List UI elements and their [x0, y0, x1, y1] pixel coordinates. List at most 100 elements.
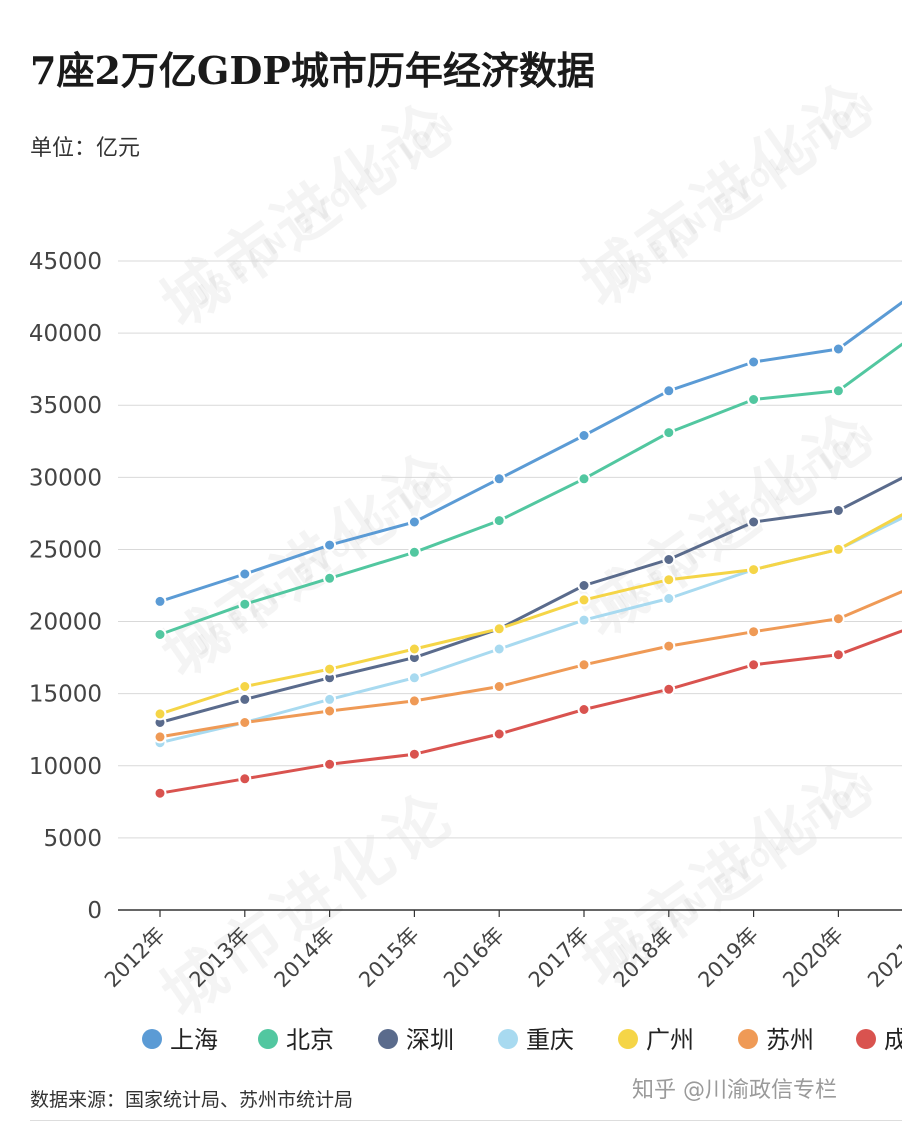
data-point [238, 716, 252, 729]
data-point [662, 384, 676, 398]
data-point [831, 342, 845, 356]
legend-swatch [856, 1029, 876, 1049]
x-tick-label: 2012年 [100, 923, 170, 993]
data-point [492, 680, 506, 693]
series-line [159, 629, 902, 795]
data-point [323, 692, 337, 706]
series-line [159, 476, 902, 724]
y-tick-label: 0 [87, 898, 102, 924]
data-point [153, 594, 167, 608]
data-point [662, 592, 676, 605]
legend-swatch [618, 1029, 638, 1049]
data-point [407, 694, 421, 708]
x-tick-label: 2020年 [778, 923, 848, 993]
series-line [159, 300, 902, 603]
data-point [747, 393, 761, 406]
y-tick-label: 30000 [29, 465, 102, 491]
data-point [153, 628, 167, 641]
data-point [831, 648, 845, 662]
y-tick-label: 35000 [29, 393, 102, 419]
series-line [159, 589, 902, 739]
author-credit: 知乎 @川渝政信专栏 [632, 1078, 837, 1103]
y-tick-label: 45000 [29, 249, 102, 275]
data-point [323, 662, 337, 676]
data-point [407, 747, 421, 761]
data-point [407, 642, 421, 656]
series-line [159, 342, 902, 636]
x-tick-label: 2014年 [270, 923, 340, 993]
x-tick-label: 2019年 [694, 923, 764, 993]
unit-label: 单位：亿元 [30, 136, 141, 161]
data-point [577, 579, 591, 592]
legend-label: 苏州 [766, 1026, 814, 1054]
data-point [407, 545, 421, 559]
data-point [831, 612, 845, 626]
y-tick-label: 15000 [29, 682, 102, 708]
data-point [238, 692, 252, 706]
data-point [492, 472, 506, 486]
data-point [323, 571, 337, 585]
data-point [238, 772, 252, 786]
x-tick-label: 2021年 [863, 923, 902, 993]
data-point [492, 727, 506, 741]
data-source-note: 数据来源：国家统计局、苏州市统计局 [30, 1089, 354, 1111]
legend-label: 深圳 [406, 1026, 454, 1054]
data-point [323, 704, 337, 718]
data-point [662, 553, 676, 566]
legend-swatch [258, 1029, 278, 1049]
data-point [662, 573, 676, 587]
legend-swatch [142, 1029, 162, 1049]
series-line [159, 513, 902, 716]
legend-label: 广州 [646, 1026, 694, 1054]
x-tick-label: 2018年 [609, 923, 679, 993]
data-point [831, 542, 845, 556]
data-point [238, 680, 252, 693]
data-point [831, 384, 845, 398]
y-tick-label: 25000 [29, 537, 102, 563]
data-point [238, 597, 252, 611]
data-point [662, 682, 676, 696]
data-point [577, 593, 591, 607]
x-tick-label: 2013年 [185, 923, 255, 993]
data-point [407, 515, 421, 529]
data-point [238, 567, 252, 581]
data-point [323, 538, 337, 552]
data-point [492, 642, 506, 656]
data-point [747, 355, 761, 369]
legend-label: 成都 [884, 1026, 902, 1054]
data-point [747, 625, 761, 639]
x-tick-label: 2016年 [439, 923, 509, 993]
x-tick-label: 2015年 [354, 923, 424, 993]
data-point [831, 504, 845, 517]
legend-swatch [498, 1029, 518, 1049]
data-point [747, 515, 761, 529]
data-point [323, 757, 337, 771]
data-point [492, 514, 506, 528]
data-point [577, 658, 591, 672]
y-tick-label: 40000 [29, 321, 102, 347]
chart-title: 7座2万亿GDP城市历年经济数据 [30, 48, 595, 93]
data-point [662, 426, 676, 440]
legend-label: 重庆 [526, 1026, 574, 1054]
legend-label: 上海 [170, 1026, 218, 1054]
legend-label: 北京 [286, 1026, 334, 1054]
data-point [577, 429, 591, 442]
y-tick-label: 5000 [43, 826, 102, 852]
data-point [577, 472, 591, 486]
y-tick-label: 20000 [29, 610, 102, 636]
data-point [153, 707, 167, 721]
legend-swatch [378, 1029, 398, 1049]
data-point [153, 730, 167, 744]
data-point [577, 703, 591, 716]
footer-divider [30, 1120, 902, 1121]
data-point [747, 658, 761, 672]
data-point [577, 613, 591, 627]
data-point [747, 563, 761, 577]
data-point [492, 622, 506, 636]
legend-swatch [738, 1029, 758, 1049]
data-point [153, 786, 167, 800]
x-tick-label: 2017年 [524, 923, 594, 993]
data-point [662, 639, 676, 653]
y-tick-label: 10000 [29, 754, 102, 780]
